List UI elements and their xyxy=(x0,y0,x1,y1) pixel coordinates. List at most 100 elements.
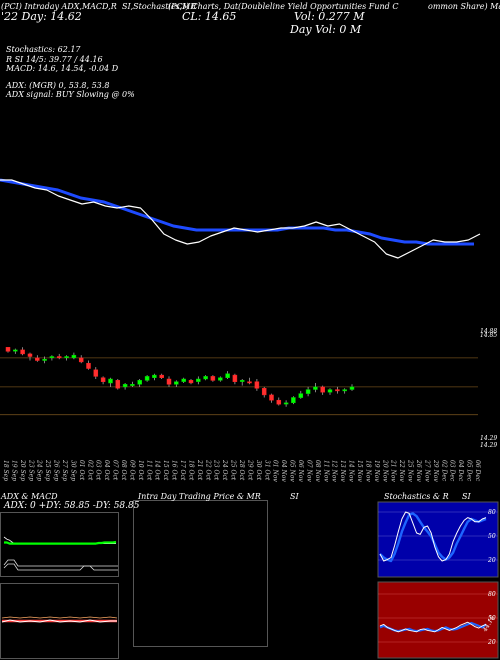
date-tick-label: 15 Nov xyxy=(356,460,363,482)
date-tick-label: 07 Nov xyxy=(305,460,312,482)
candle-body xyxy=(283,402,289,405)
candle-body xyxy=(93,369,99,377)
candle-body xyxy=(115,380,121,389)
date-tick-label: 23 Sep xyxy=(27,459,34,481)
candle-body xyxy=(239,380,245,382)
close-label: CL: 14.65 xyxy=(182,10,237,23)
stoch-panel-title: Stochastics & R xyxy=(384,492,449,501)
date-tick-label: 19 Nov xyxy=(373,460,380,482)
date-tick-label: 05 Dec xyxy=(466,460,473,482)
rsi-white-line xyxy=(379,621,487,633)
date-tick-label: 19 Sep xyxy=(10,460,17,481)
date-tick-label: 25 Oct xyxy=(230,459,237,481)
candle-body xyxy=(42,358,47,361)
adx-lower-line xyxy=(3,563,118,571)
stat-stochastics: Stochastics: 62.17 xyxy=(6,45,81,54)
main-blue-line xyxy=(0,178,474,246)
candle-body xyxy=(137,380,142,385)
candle-body xyxy=(203,376,208,380)
adx-stats: ADX: 0 +DY: 58.85 -DY: 58.85 xyxy=(4,501,140,511)
candle-body xyxy=(174,381,179,385)
candle-body xyxy=(166,378,172,385)
date-tick-label: 09 Oct xyxy=(128,460,135,481)
date-tick-label: 08 Nov xyxy=(314,460,321,482)
candle-body xyxy=(196,378,201,382)
candle-body xyxy=(71,354,77,359)
candle-body xyxy=(269,394,274,401)
candle-body xyxy=(130,384,135,386)
header-title-5: ommon Share) Ma xyxy=(428,2,500,11)
header-title-3: (PCI) Charts, Dat xyxy=(168,2,239,11)
candle-body xyxy=(64,356,69,359)
date-tick-label: 24 Oct xyxy=(221,459,228,481)
candle-body xyxy=(225,373,230,378)
candle-body xyxy=(20,349,25,355)
date-tick-label: 08 Oct xyxy=(120,460,127,481)
stat-macd: MACD: 14.6, 14.54, -0.04 D xyxy=(6,64,119,73)
candle-body xyxy=(152,374,157,378)
stat-adx-signal: ADX signal: BUY Slowing @ 0% xyxy=(6,90,135,99)
price-label-right: 14.88 xyxy=(480,328,497,335)
date-tick-label: 23 Oct xyxy=(213,459,220,481)
date-tick-label: 05 Nov xyxy=(289,460,296,482)
date-tick-label: 25 Nov xyxy=(407,459,414,482)
intraday-panel-frame xyxy=(133,500,268,647)
date-tick-label: 10 Oct xyxy=(137,460,144,481)
date-tick-label: 27 Nov xyxy=(423,459,430,482)
stoch-white-line xyxy=(379,511,487,562)
date-tick-label: 24 Sep xyxy=(36,459,43,481)
date-tick-label: 15 Oct xyxy=(162,460,169,481)
candle-body xyxy=(49,356,55,359)
candle-body xyxy=(313,386,318,390)
vol-label: Vol: 0.277 M xyxy=(294,10,365,23)
stat-adx: ADX: (MGR) 0, 53.8, 53.8 xyxy=(6,81,110,90)
date-tick-label: 01 Nov xyxy=(272,460,279,482)
candle-body xyxy=(349,386,355,390)
candle-body xyxy=(342,389,347,392)
candle-body xyxy=(100,377,106,382)
date-tick-label: 14 Oct xyxy=(154,460,161,481)
date-tick-label: 25 Sep xyxy=(44,459,51,481)
rsi-level-label: 80 xyxy=(488,591,496,598)
date-tick-label: 17 Oct xyxy=(179,460,186,481)
header-title-2: SI,Stochastics,MR xyxy=(122,2,197,11)
date-tick-label: 06 Dec xyxy=(474,460,481,482)
candle-body xyxy=(108,378,113,384)
date-tick-label: 31 Oct xyxy=(263,460,270,481)
candle-body xyxy=(27,353,33,357)
date-tick-label: 20 Sep xyxy=(19,459,26,481)
candle-body xyxy=(261,388,267,396)
stoch-panel-title-right: SI xyxy=(462,492,471,501)
candle-body xyxy=(181,378,186,382)
date-tick-label: 21 Oct xyxy=(196,459,203,481)
candle-body xyxy=(86,362,91,369)
date-tick-label: 03 Dec xyxy=(449,460,456,482)
candle-body xyxy=(218,377,223,381)
candle-body xyxy=(159,374,164,378)
candle-body xyxy=(144,376,150,381)
candle-body xyxy=(78,357,84,363)
date-tick-label: 30 Oct xyxy=(255,460,262,481)
date-tick-label: 02 Dec xyxy=(440,460,447,482)
date-tick-label: 14 Nov xyxy=(348,460,355,482)
date-tick-label: 01 Oct xyxy=(78,460,85,481)
candle-body xyxy=(122,384,128,388)
date-tick-label: 28 Oct xyxy=(238,459,245,481)
stoch-panel-bg xyxy=(377,501,499,578)
price-label-right: 14.29 xyxy=(480,442,497,449)
candle-body xyxy=(232,374,238,382)
intraday-panel-title-right: SI xyxy=(290,492,299,501)
date-tick-label: 29 Nov xyxy=(432,459,439,482)
header-title-4: (Doubleline Yield Opportunities Fund C xyxy=(238,2,399,11)
candle-body xyxy=(335,389,340,392)
date-tick-label: 13 Nov xyxy=(339,460,346,482)
candle-body xyxy=(254,381,260,389)
candle-body xyxy=(320,386,325,393)
candle-body xyxy=(276,399,282,405)
date-tick-label: 18 Nov xyxy=(364,460,371,482)
candle-body xyxy=(56,356,62,359)
price-line-left: '22 Day: 14.62 xyxy=(1,10,82,23)
date-tick-label: 22 Nov xyxy=(398,459,405,482)
date-tick-label: 04 Dec xyxy=(457,460,464,482)
